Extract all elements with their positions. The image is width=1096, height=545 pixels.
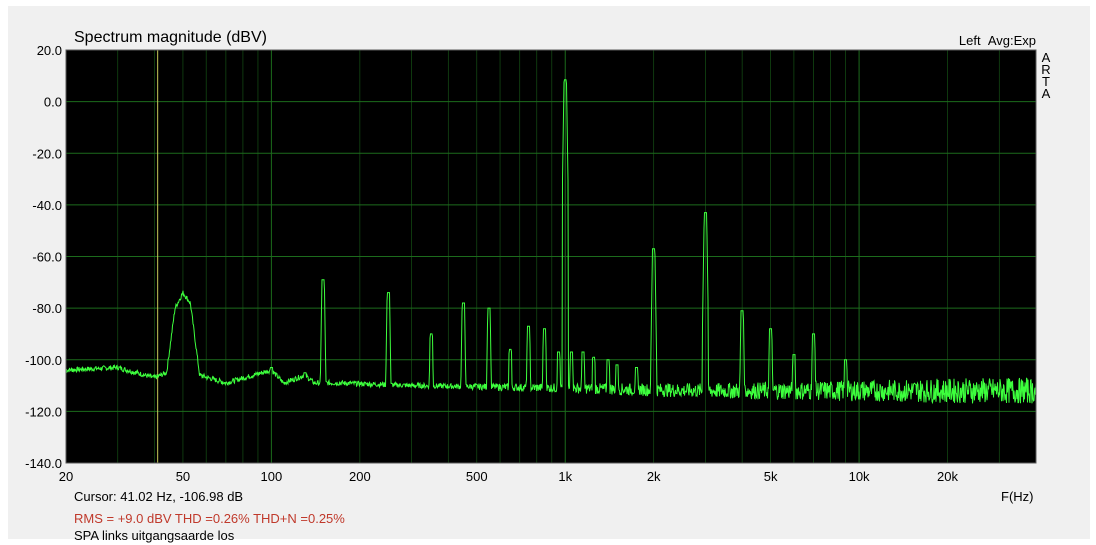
- brand-letter: A: [1041, 86, 1051, 101]
- x-tick-label: 20: [59, 469, 73, 484]
- x-tick-label: 5k: [764, 469, 778, 484]
- spectrum-trace: [65, 79, 1037, 405]
- measurement-readout: RMS = +9.0 dBV THD =0.26% THD+N =0.25%: [74, 511, 345, 526]
- y-tick-label: -40.0: [32, 198, 62, 213]
- y-tick-label: -100.0: [25, 353, 62, 368]
- y-tick-label: 20.0: [37, 43, 62, 58]
- averaging-mode: Avg:Exp: [987, 33, 1036, 48]
- channel-averaging-label: Left Avg:Exp: [959, 33, 1036, 49]
- x-tick-label: 2k: [647, 469, 661, 484]
- brand-letter: T: [1042, 74, 1050, 89]
- y-tick-label: -140.0: [25, 456, 62, 471]
- x-tick-label: 10k: [849, 469, 870, 484]
- plot-border: [65, 49, 1037, 464]
- x-tick-label: 20k: [937, 469, 958, 484]
- y-tick-label: 0.0: [44, 95, 62, 110]
- channel-name: Left: [958, 33, 981, 48]
- y-tick-label: -20.0: [32, 146, 62, 161]
- y-tick-label: -120.0: [25, 404, 62, 419]
- arta-brand: A R T A: [1040, 50, 1052, 101]
- y-tick-label: -80.0: [32, 301, 62, 316]
- cursor-readout: Cursor: 41.02 Hz, -106.98 dB: [74, 489, 244, 504]
- x-axis-unit-label: F(Hz): [1001, 489, 1034, 504]
- y-tick-label: -60.0: [32, 250, 62, 265]
- x-tick-label: 1k: [558, 469, 572, 484]
- chart-title: Spectrum magnitude (dBV): [74, 29, 267, 46]
- x-tick-label: 200: [349, 469, 371, 484]
- x-tick-label: 50: [176, 469, 190, 484]
- brand-letter: A: [1041, 50, 1051, 65]
- x-tick-label: 100: [261, 469, 283, 484]
- brand-letter: R: [1041, 62, 1051, 77]
- x-tick-label: 500: [466, 469, 488, 484]
- note-label: SPA links uitgangsaarde los: [74, 528, 235, 543]
